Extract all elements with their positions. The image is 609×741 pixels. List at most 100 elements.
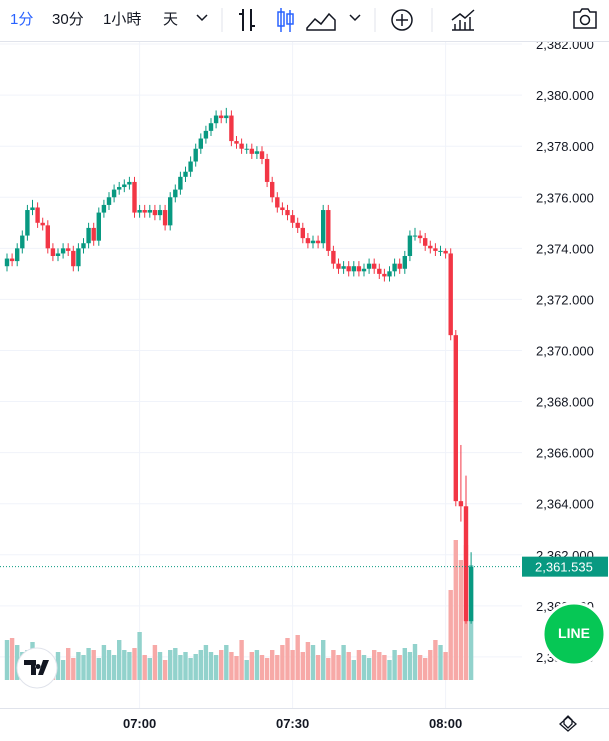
candle-body — [366, 263, 372, 269]
y-tick-label: 2,372.000 — [536, 292, 594, 307]
y-tick-label: 2,374.000 — [536, 241, 594, 256]
candle-body — [259, 151, 265, 159]
volume-bar — [351, 660, 356, 680]
candle-body — [249, 148, 254, 154]
logo — [16, 647, 58, 689]
candle-body — [224, 115, 229, 119]
settings-icon[interactable] — [559, 715, 577, 732]
candle-body — [463, 506, 469, 622]
volume-bar — [239, 640, 244, 680]
candle-body — [219, 115, 224, 119]
candle-body — [331, 250, 336, 264]
volume-bar — [178, 655, 183, 680]
candle-body — [336, 263, 341, 269]
candle-body — [127, 181, 132, 185]
volume-bar — [66, 648, 71, 680]
volume-bar — [300, 652, 305, 680]
volume-bar — [254, 650, 260, 680]
candle-body — [188, 161, 193, 172]
add-indicator-icon[interactable] — [391, 9, 413, 31]
candle-body — [25, 210, 30, 236]
candle-body — [423, 238, 428, 246]
candle-body — [417, 235, 423, 239]
candle-body — [310, 240, 316, 244]
candle-body — [193, 148, 198, 162]
volume-bar — [387, 660, 392, 680]
candle-body — [438, 250, 443, 252]
volume-bar — [423, 658, 428, 680]
candle-body — [275, 197, 280, 208]
volume-bar — [91, 650, 96, 680]
candle-body — [453, 335, 458, 502]
volume-bar — [346, 652, 351, 680]
candle-body — [183, 171, 188, 177]
volume-bar — [280, 645, 285, 680]
candle-body — [361, 268, 367, 272]
line-label: LINE — [558, 625, 590, 641]
volume-bar — [295, 635, 300, 680]
candles-icon[interactable] — [277, 8, 294, 32]
volume-bar — [15, 645, 20, 680]
volume-bar — [203, 645, 209, 680]
volume-bar — [331, 650, 336, 680]
candle-body — [86, 227, 91, 244]
line-button[interactable] — [541, 601, 607, 667]
candle-body — [91, 227, 96, 241]
volume-bar — [142, 655, 147, 680]
candle-body — [168, 197, 173, 226]
interval-button[interactable]: 天 — [163, 11, 178, 28]
candle-body — [407, 235, 413, 256]
y-tick-label: 2,366.000 — [536, 446, 594, 461]
candle-body — [66, 248, 71, 251]
snapshot-icon[interactable] — [573, 8, 597, 29]
indicators-icon[interactable] — [451, 9, 475, 31]
volume-bar — [71, 658, 76, 680]
candle-body — [315, 240, 321, 244]
bars-icon[interactable] — [239, 9, 255, 31]
candle-body — [40, 222, 45, 226]
candle-body — [45, 225, 50, 249]
volume-bar — [224, 645, 229, 680]
volume-bar — [438, 645, 443, 680]
candle-body — [387, 271, 392, 277]
volume-bar — [356, 650, 362, 680]
volume-bar — [397, 655, 402, 680]
candle-body — [137, 210, 142, 213]
candle-body — [162, 210, 168, 226]
volume-bar — [336, 655, 341, 680]
candle-body — [285, 210, 290, 216]
area-icon[interactable] — [306, 12, 336, 31]
candle-body — [300, 227, 305, 239]
volume-bar — [147, 658, 152, 680]
y-tick-label: 2,364.000 — [536, 497, 594, 512]
last-price-label: 2,361.535 — [535, 560, 593, 575]
volume-bar — [213, 655, 219, 680]
volume-bar — [428, 650, 433, 680]
volume-bar — [137, 632, 142, 680]
candle-body — [382, 273, 387, 277]
interval-button[interactable]: 1小時 — [103, 11, 141, 28]
volume-bar — [60, 660, 66, 680]
candle-body — [234, 141, 239, 144]
volume-bar — [290, 650, 295, 680]
dropdown-icon[interactable] — [349, 14, 361, 22]
x-tick-label: 07:00 — [123, 716, 156, 731]
volume-bar — [377, 652, 382, 680]
volume-bar — [443, 652, 448, 680]
interval-button[interactable]: 1分 — [10, 11, 33, 28]
volume-bar — [152, 645, 158, 680]
logo-mark — [24, 660, 49, 675]
candle-body — [229, 115, 234, 142]
volume-bar — [275, 655, 280, 680]
y-tick-label: 2,370.000 — [536, 343, 594, 358]
candle-body — [60, 248, 66, 254]
candle-body — [270, 181, 275, 198]
candle-body — [157, 210, 163, 216]
dropdown-icon[interactable] — [196, 14, 208, 22]
volume-bar — [458, 560, 464, 680]
interval-button[interactable]: 30分 — [52, 11, 84, 28]
candle-body — [208, 123, 214, 131]
